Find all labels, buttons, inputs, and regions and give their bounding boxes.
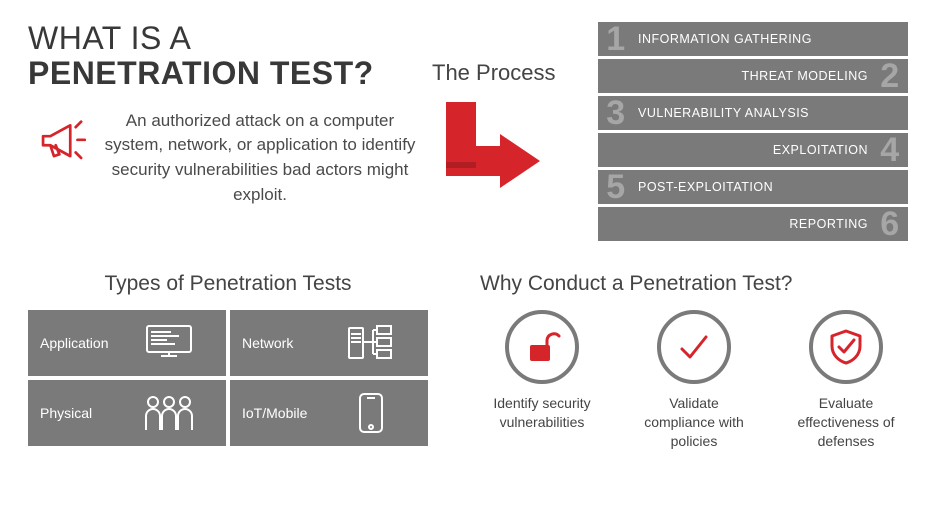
why-text: Evaluate effectiveness of defenses: [784, 394, 908, 451]
people-icon: [124, 392, 214, 434]
title-line-2: PENETRATION TEST?: [28, 56, 428, 91]
type-label: Physical: [40, 405, 124, 421]
unlock-icon: [505, 310, 579, 384]
step-label: REPORTING: [789, 217, 868, 231]
server-network-icon: [326, 322, 416, 364]
why-item-identify: Identify security vulnerabilities: [480, 310, 604, 451]
definition-blurb: An authorized attack on a computer syste…: [98, 109, 428, 208]
why-text: Validate compliance with policies: [632, 394, 756, 451]
why-item-evaluate: Evaluate effectiveness of defenses: [784, 310, 908, 451]
type-card-application: Application: [28, 310, 226, 376]
why-title: Why Conduct a Penetration Test?: [480, 272, 908, 296]
process-step: EXPLOITATION 4: [598, 133, 908, 167]
phone-icon: [326, 391, 416, 435]
why-row: Identify security vulnerabilities Valida…: [480, 310, 908, 451]
step-label: EXPLOITATION: [773, 143, 868, 157]
type-label: IoT/Mobile: [242, 405, 326, 421]
process-step: REPORTING 6: [598, 207, 908, 241]
step-number: 3: [600, 96, 632, 130]
title-line-1: WHAT IS A: [28, 22, 428, 56]
step-number: 2: [874, 59, 906, 93]
process-title: The Process: [432, 60, 598, 86]
process-step: 3 VULNERABILITY ANALYSIS: [598, 96, 908, 130]
process-steps: 1 INFORMATION GATHERING THREAT MODELING …: [598, 22, 908, 244]
step-label: VULNERABILITY ANALYSIS: [638, 106, 809, 120]
check-icon: [657, 310, 731, 384]
monitor-icon: [124, 322, 214, 364]
why-item-validate: Validate compliance with policies: [632, 310, 756, 451]
step-number: 1: [600, 22, 632, 56]
type-card-network: Network: [230, 310, 428, 376]
type-label: Network: [242, 335, 326, 351]
step-label: INFORMATION GATHERING: [638, 32, 812, 46]
process-step: 1 INFORMATION GATHERING: [598, 22, 908, 56]
why-text: Identify security vulnerabilities: [480, 394, 604, 432]
process-step: THREAT MODELING 2: [598, 59, 908, 93]
types-title: Types of Penetration Tests: [28, 272, 428, 296]
process-step: 5 POST-EXPLOITATION: [598, 170, 908, 204]
type-label: Application: [40, 335, 124, 351]
step-number: 4: [874, 133, 906, 167]
step-number: 6: [874, 207, 906, 241]
types-grid: Application Network: [28, 310, 428, 446]
step-label: POST-EXPLOITATION: [638, 180, 773, 194]
type-card-physical: Physical: [28, 380, 226, 446]
megaphone-icon: [28, 109, 98, 208]
process-arrow-icon: [428, 96, 598, 221]
type-card-iot-mobile: IoT/Mobile: [230, 380, 428, 446]
step-number: 5: [600, 170, 632, 204]
step-label: THREAT MODELING: [742, 69, 869, 83]
shield-icon: [809, 310, 883, 384]
